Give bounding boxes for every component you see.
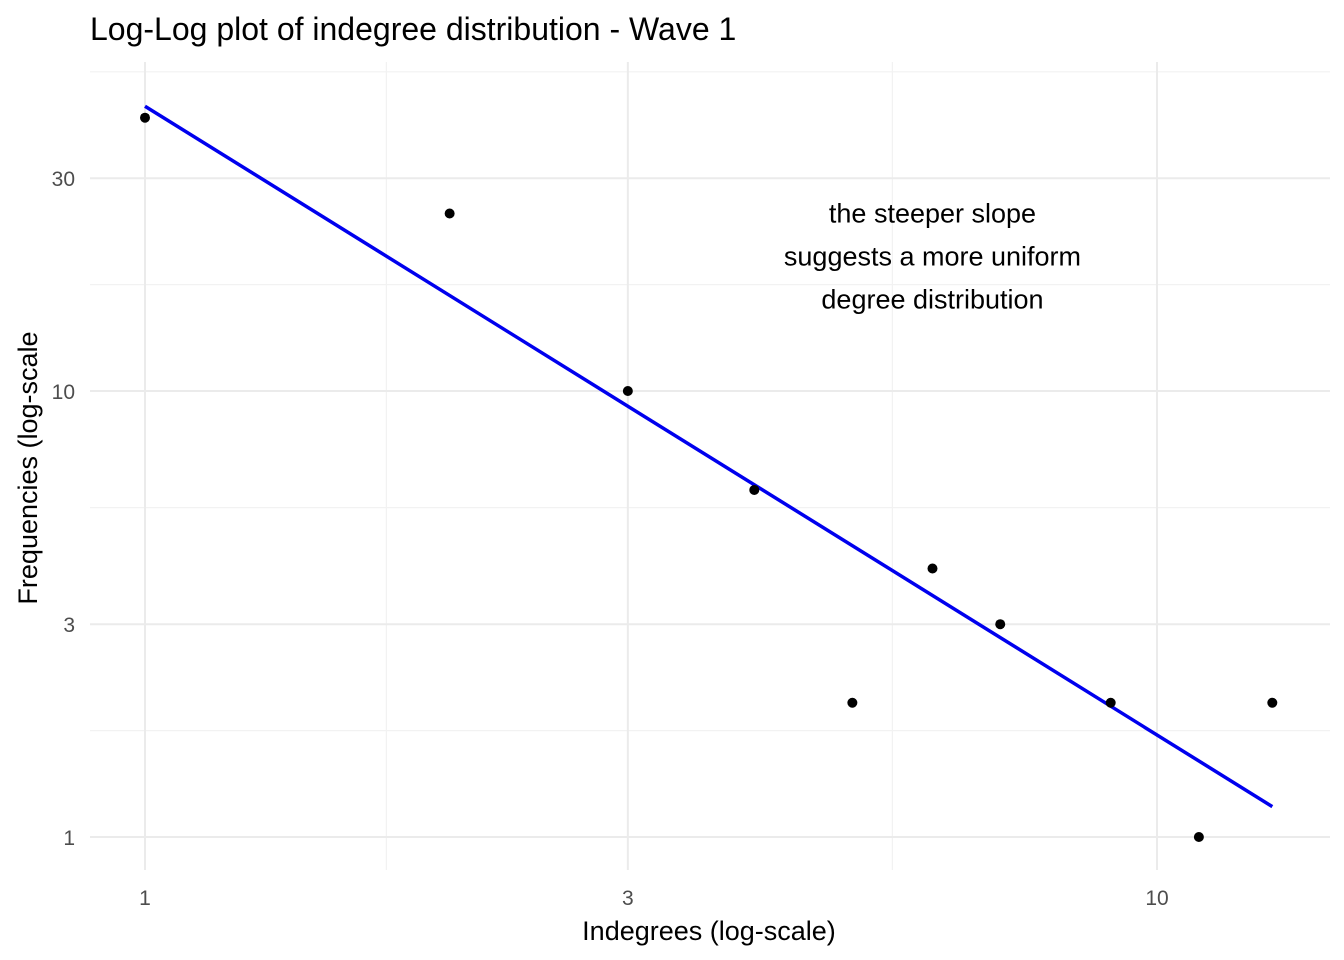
data-point (1267, 697, 1278, 708)
data-point (444, 208, 455, 219)
x-axis-label: Indegrees (log-scale) (582, 916, 836, 946)
data-point (1193, 832, 1204, 842)
data-point (140, 112, 150, 123)
points-layer (140, 112, 1278, 842)
y-tick-label: 10 (52, 381, 75, 404)
annotation-line-3: degree distribution (821, 285, 1043, 315)
fit-line (144, 104, 1274, 809)
data-point (749, 484, 760, 495)
x-tick-label: 3 (622, 887, 634, 910)
data-point (1105, 697, 1116, 708)
y-tick-label: 30 (52, 168, 75, 191)
fit-line-layer (144, 104, 1274, 809)
annotation-line-2: suggests a more uniform (784, 242, 1081, 272)
data-point (847, 697, 858, 708)
x-tick-label: 10 (1145, 887, 1168, 910)
annotation-line-1: the steeper slope (829, 199, 1036, 229)
y-axis-label: Frequencies (log-scale (13, 331, 43, 604)
data-point (927, 563, 938, 574)
x-axis-ticks: 1 3 10 (139, 887, 1169, 910)
y-axis-ticks: 1 3 10 30 (52, 168, 75, 850)
y-tick-label: 3 (63, 614, 75, 637)
x-tick-label: 1 (139, 887, 151, 910)
data-point (995, 619, 1006, 630)
data-point (622, 386, 633, 396)
chart-title: Log-Log plot of indegree distribution - … (90, 11, 736, 47)
grid (90, 62, 1330, 870)
y-tick-label: 1 (63, 827, 75, 850)
annotation: the steeper slope suggests a more unifor… (784, 199, 1081, 315)
